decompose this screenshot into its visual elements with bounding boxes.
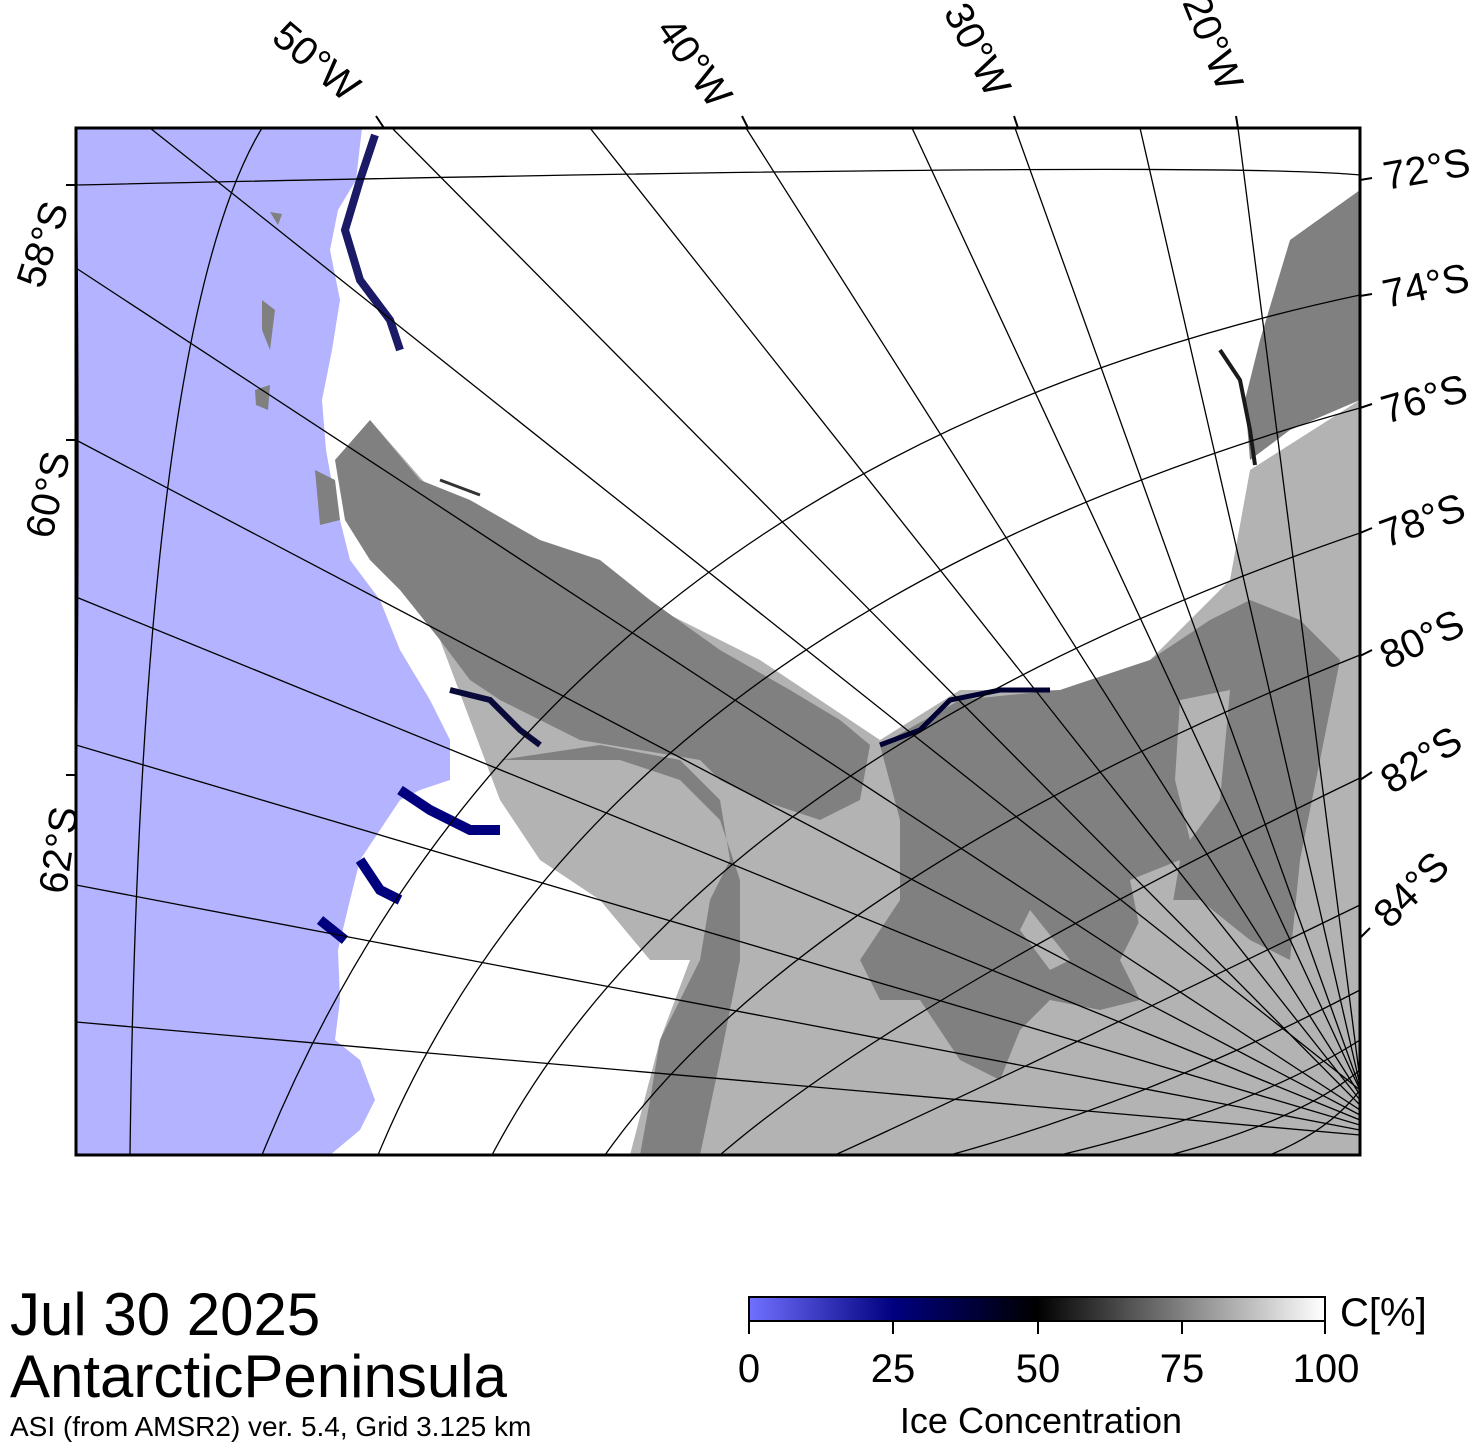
colorbar-tick	[748, 1322, 750, 1334]
longitude-label: 40°W	[648, 10, 741, 116]
colorbar-tick-label: 50	[1015, 1347, 1061, 1391]
colorbar-tick-label: 0	[737, 1347, 761, 1391]
ice-concentration-colorbar	[748, 1296, 1326, 1322]
land-east-coast	[1245, 190, 1360, 460]
ice-edge-low-concentration	[340, 133, 404, 352]
map-area	[76, 128, 1360, 1155]
colorbar-tick	[1037, 1322, 1039, 1334]
longitude-label: 50°W	[264, 13, 368, 110]
colorbar-tick-label: 75	[1159, 1347, 1205, 1391]
shelf-patch	[1130, 860, 1180, 930]
colorbar-tick-label: 100	[1292, 1347, 1360, 1391]
ice-edge-low-concentration	[316, 785, 500, 944]
latitude-label: 58°S	[9, 196, 78, 293]
ice-patch	[255, 385, 270, 410]
latitude-label: 60°S	[18, 447, 79, 541]
latitude-label: 82°S	[1373, 718, 1470, 802]
map-frame	[74, 126, 1362, 1157]
land-peninsula	[335, 420, 870, 820]
product-description: ASI (from AMSR2) ver. 5.4, Grid 3.125 km	[10, 1411, 532, 1442]
map-date: Jul 30 2025	[10, 1281, 321, 1348]
ice-edge-low-concentration	[439, 478, 481, 497]
colorbar-tick	[1181, 1322, 1183, 1334]
colorbar-unit: C[%]	[1340, 1291, 1427, 1335]
latitude-label: 84°S	[1365, 844, 1458, 937]
ice-patch	[262, 300, 275, 350]
latitude-label: 76°S	[1376, 366, 1472, 432]
colorbar-tick	[1324, 1322, 1326, 1334]
longitude-label: 20°W	[1174, 0, 1252, 97]
ice-patch	[270, 212, 282, 225]
land-central	[500, 745, 740, 1155]
latitude-label: 72°S	[1380, 140, 1473, 198]
graticule-meridians	[76, 128, 1360, 1136]
colorbar-tick-label: 25	[870, 1347, 916, 1391]
graticule-parallels	[76, 128, 1360, 1155]
map-region: AntarcticPeninsula	[10, 1343, 507, 1410]
latitude-label: 80°S	[1373, 601, 1471, 678]
colorbar-title: Ice Concentration	[899, 1400, 1183, 1441]
ice-edge-low-concentration	[1218, 348, 1257, 466]
shelf-patch	[1175, 690, 1230, 840]
latitude-label: 78°S	[1374, 485, 1471, 556]
ice-edge-low-concentration	[449, 687, 542, 748]
open-water-region	[76, 128, 450, 1155]
colorbar-tick	[892, 1322, 894, 1334]
latitude-label: 74°S	[1379, 256, 1473, 317]
frame-ticks	[66, 115, 1373, 939]
longitude-label: 30°W	[935, 0, 1019, 104]
ice-patch	[315, 470, 340, 525]
ice-edge-low-concentration	[879, 687, 1050, 748]
